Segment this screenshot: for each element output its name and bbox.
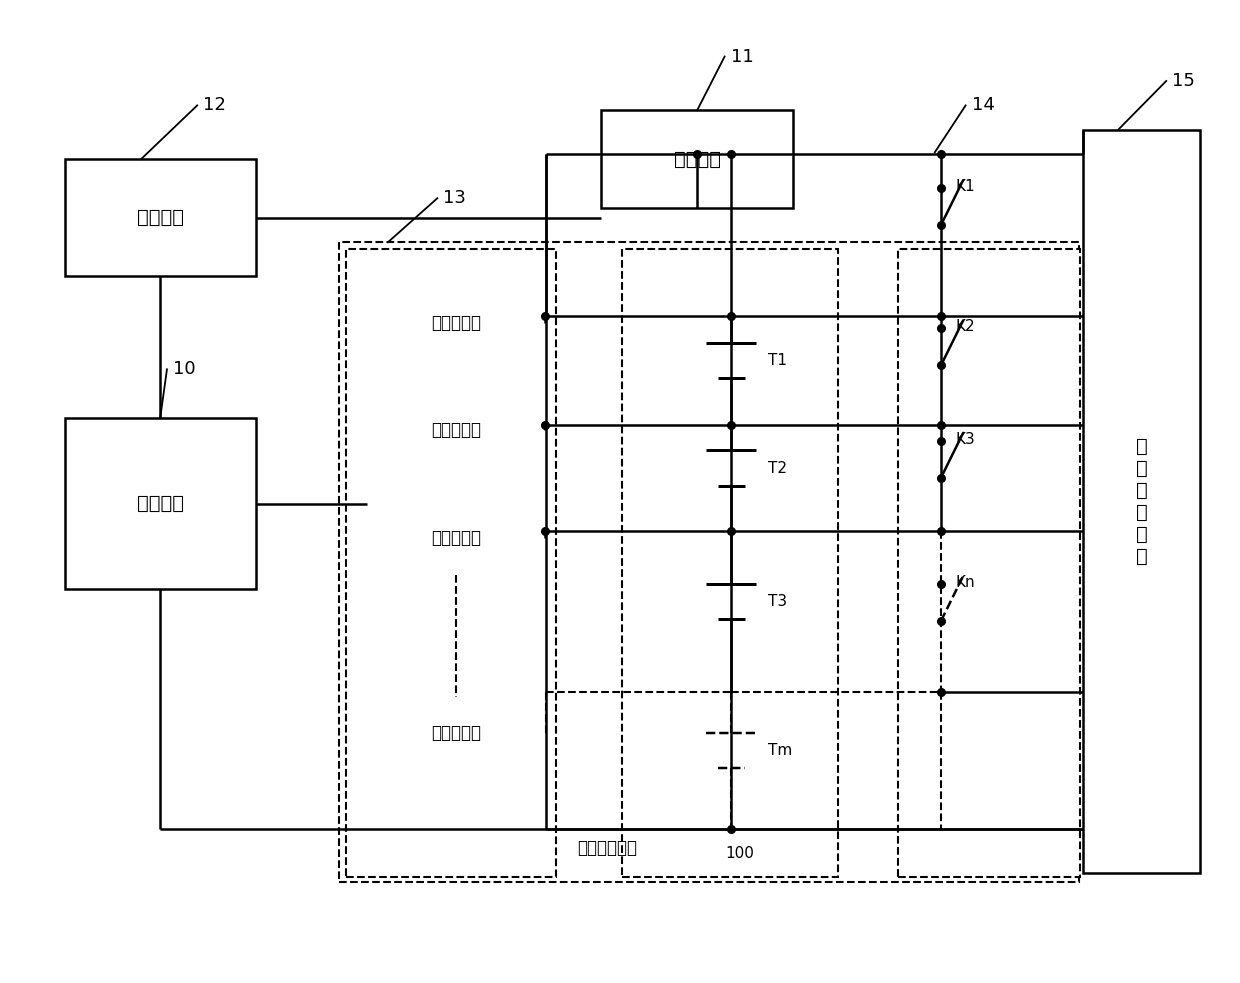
Bar	[367, 501, 546, 575]
Bar	[346, 249, 556, 877]
Text: K3: K3	[956, 432, 976, 446]
Bar	[367, 286, 546, 360]
Bar	[367, 394, 546, 467]
Text: 电压检测器: 电压检测器	[432, 314, 481, 332]
Bar	[64, 159, 255, 276]
Text: T2: T2	[768, 461, 787, 476]
Text: 控制单元: 控制单元	[136, 494, 184, 513]
Bar	[1083, 130, 1200, 873]
Text: 10: 10	[174, 361, 196, 378]
Bar	[64, 418, 255, 589]
Text: 电压检测器: 电压检测器	[432, 422, 481, 439]
Text: 12: 12	[203, 96, 226, 114]
Text: 13: 13	[444, 190, 466, 207]
Text: 电压检测单元: 电压检测单元	[578, 839, 637, 857]
Text: 充
电
保
护
单
元: 充 电 保 护 单 元	[1136, 436, 1147, 566]
Text: 11: 11	[730, 47, 754, 66]
Text: 电压检测器: 电压检测器	[432, 529, 481, 547]
Bar	[601, 110, 792, 208]
Text: Kn: Kn	[956, 575, 976, 590]
Text: 100: 100	[725, 845, 754, 861]
Bar	[367, 697, 546, 770]
Text: K1: K1	[956, 179, 976, 194]
Bar	[339, 242, 1079, 883]
Text: Tm: Tm	[768, 743, 792, 758]
Text: K2: K2	[956, 319, 976, 334]
Bar	[622, 249, 838, 877]
Text: 15: 15	[1172, 72, 1195, 90]
Text: 电压检测器: 电压检测器	[432, 724, 481, 742]
Text: T3: T3	[768, 594, 787, 608]
Text: 开关单元: 开关单元	[673, 149, 720, 169]
Text: 14: 14	[972, 96, 994, 114]
Bar	[898, 249, 1080, 877]
Text: T1: T1	[768, 353, 787, 368]
Text: 侦测单元: 侦测单元	[136, 208, 184, 227]
